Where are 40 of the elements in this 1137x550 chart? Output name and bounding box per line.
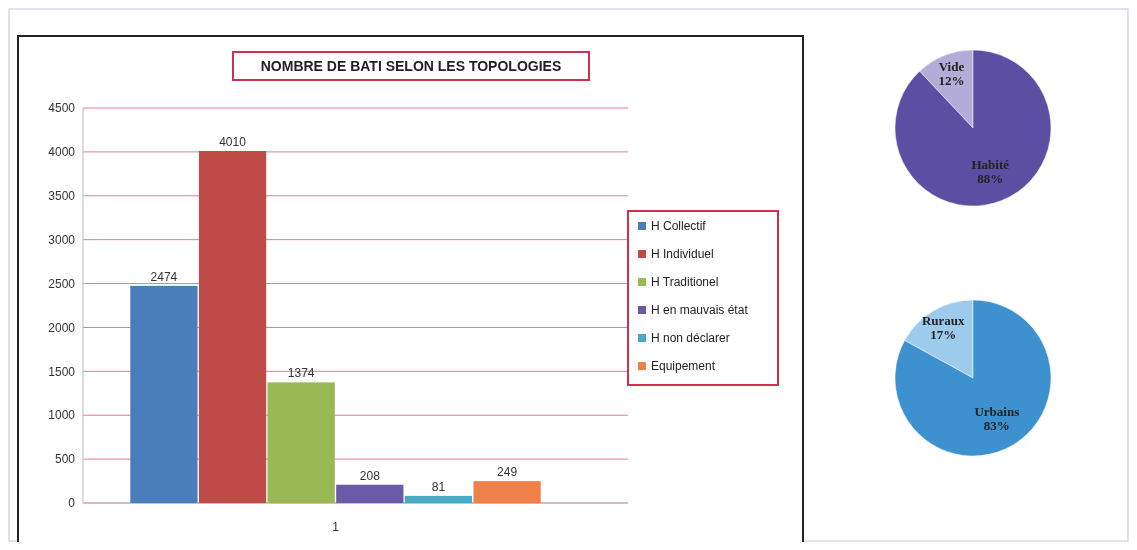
data-label: 2474 [150, 269, 178, 284]
y-tick-label: 1500 [48, 364, 76, 379]
bar [336, 484, 404, 503]
bar [198, 151, 267, 503]
bar [130, 285, 198, 503]
y-tick-label: 4000 [48, 145, 76, 160]
y-tick-label: 3000 [48, 232, 76, 247]
y-tick-label: 4500 [48, 101, 76, 116]
slice-label: Vide [938, 59, 965, 75]
y-tick-label: 500 [54, 452, 76, 467]
legend-label: Equipement [651, 359, 716, 374]
pie-slice [894, 49, 1052, 207]
y-tick-label: 1000 [48, 408, 76, 423]
y-tick-label: 2500 [48, 276, 76, 291]
data-label: 88% [977, 171, 1004, 187]
bar [267, 382, 335, 503]
data-label: 249 [497, 465, 518, 480]
data-label: 1374 [287, 366, 315, 381]
slice-label: Urbains [974, 403, 1020, 419]
data-label: 208 [359, 468, 381, 483]
data-label: 81 [431, 479, 446, 494]
legend-label: H en mauvais état [651, 303, 749, 318]
legend-label: H Collectif [651, 219, 707, 234]
slice-label: Habité [971, 156, 1010, 172]
y-tick-label: 0 [68, 496, 76, 511]
pie-slice [894, 299, 1052, 457]
data-label: 4010 [219, 135, 247, 150]
slice-label: Ruraux [921, 313, 966, 329]
data-label: 12% [938, 73, 965, 89]
bar [473, 481, 541, 503]
legend-label: H Individuel [651, 247, 714, 262]
chart-title: NOMBRE DE BATI SELON LES TOPOLOGIES [260, 58, 562, 74]
x-tick-label: 1 [332, 520, 340, 534]
bar [404, 495, 473, 503]
data-label: 17% [930, 327, 957, 343]
legend-label: H non déclarer [651, 331, 730, 346]
y-tick-label: 2000 [48, 320, 76, 335]
data-label: 83% [983, 417, 1010, 433]
legend-label: H Traditionel [651, 275, 719, 290]
y-tick-label: 3500 [48, 188, 76, 203]
